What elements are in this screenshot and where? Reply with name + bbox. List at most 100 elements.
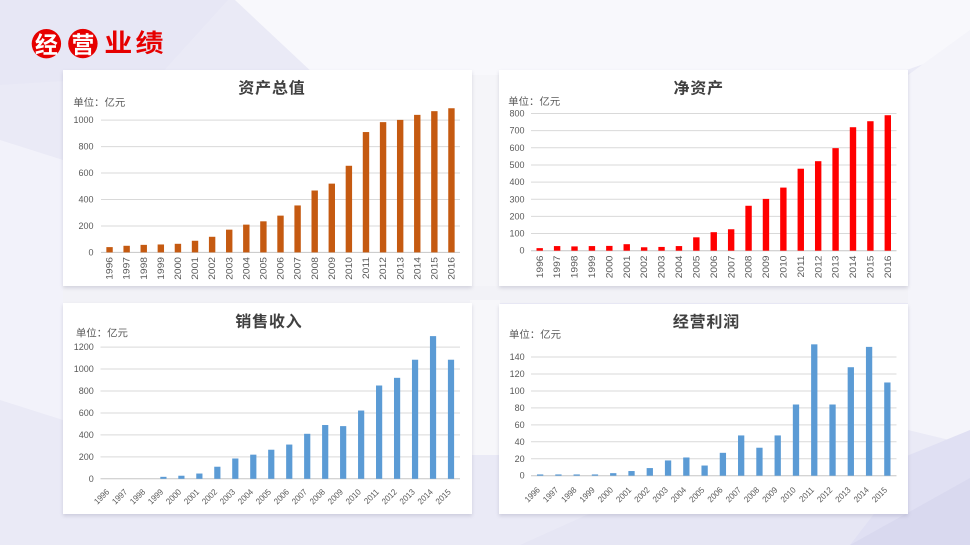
svg-text:2012: 2012 <box>379 257 389 280</box>
svg-text:2010: 2010 <box>779 256 789 279</box>
svg-text:40: 40 <box>515 437 525 447</box>
svg-text:2016: 2016 <box>883 256 893 279</box>
svg-text:200: 200 <box>79 452 94 462</box>
svg-text:1998: 1998 <box>139 257 149 280</box>
svg-text:600: 600 <box>509 143 524 153</box>
svg-text:800: 800 <box>509 109 524 119</box>
svg-text:100: 100 <box>510 386 525 396</box>
svg-text:0: 0 <box>89 474 94 484</box>
svg-text:1999: 1999 <box>588 256 598 279</box>
svg-text:100: 100 <box>509 229 524 239</box>
svg-text:0: 0 <box>519 246 524 256</box>
svg-text:1998: 1998 <box>570 256 580 279</box>
svg-text:2008: 2008 <box>310 257 320 280</box>
svg-text:2001: 2001 <box>614 485 633 504</box>
svg-text:2004: 2004 <box>236 487 255 506</box>
svg-text:2009: 2009 <box>761 485 780 504</box>
svg-text:400: 400 <box>79 430 94 440</box>
svg-text:20: 20 <box>515 454 525 464</box>
svg-text:1997: 1997 <box>541 485 560 504</box>
svg-text:1999: 1999 <box>156 257 166 280</box>
svg-text:2015: 2015 <box>434 487 453 506</box>
svg-text:700: 700 <box>509 126 524 136</box>
svg-text:1997: 1997 <box>110 487 129 506</box>
svg-text:1996: 1996 <box>535 256 545 279</box>
svg-text:1000: 1000 <box>73 115 93 125</box>
svg-text:500: 500 <box>509 160 524 170</box>
svg-text:200: 200 <box>509 211 524 221</box>
svg-text:2003: 2003 <box>225 257 235 280</box>
svg-text:400: 400 <box>78 195 93 205</box>
svg-text:2013: 2013 <box>396 257 406 280</box>
svg-text:2004: 2004 <box>675 255 685 278</box>
svg-text:300: 300 <box>509 194 524 204</box>
svg-text:2013: 2013 <box>398 487 417 506</box>
svg-text:2000: 2000 <box>596 485 615 504</box>
svg-text:2003: 2003 <box>651 485 670 504</box>
svg-text:80: 80 <box>515 403 525 413</box>
svg-text:2000: 2000 <box>164 487 183 506</box>
svg-text:2002: 2002 <box>208 257 218 280</box>
svg-text:2015: 2015 <box>870 485 889 504</box>
svg-text:2011: 2011 <box>362 487 381 506</box>
svg-text:2007: 2007 <box>290 487 309 506</box>
svg-text:2001: 2001 <box>191 257 201 280</box>
svg-text:2003: 2003 <box>657 256 667 279</box>
svg-text:2013: 2013 <box>834 485 853 504</box>
svg-text:1997: 1997 <box>553 256 563 279</box>
svg-text:2000: 2000 <box>605 256 615 279</box>
svg-text:2014: 2014 <box>413 256 423 279</box>
svg-text:2012: 2012 <box>814 256 824 279</box>
svg-text:2001: 2001 <box>182 487 201 506</box>
svg-text:2008: 2008 <box>308 487 327 506</box>
svg-text:2005: 2005 <box>254 487 273 506</box>
svg-text:120: 120 <box>510 369 525 379</box>
svg-text:2011: 2011 <box>796 256 806 278</box>
svg-text:1999: 1999 <box>578 485 597 504</box>
svg-text:2012: 2012 <box>815 485 834 504</box>
svg-text:2011: 2011 <box>798 485 817 504</box>
svg-text:1200: 1200 <box>74 342 94 352</box>
svg-text:2001: 2001 <box>622 256 632 279</box>
svg-text:2005: 2005 <box>692 256 702 279</box>
svg-text:2004: 2004 <box>669 485 688 504</box>
svg-text:140: 140 <box>510 352 525 362</box>
svg-text:0: 0 <box>88 247 93 257</box>
svg-text:2004: 2004 <box>242 256 252 279</box>
svg-text:2014: 2014 <box>416 487 435 506</box>
svg-text:1998: 1998 <box>128 487 147 506</box>
svg-text:2009: 2009 <box>327 257 337 280</box>
svg-text:2015: 2015 <box>430 257 440 280</box>
svg-text:2009: 2009 <box>326 487 345 506</box>
svg-text:2010: 2010 <box>779 485 798 504</box>
svg-text:2008: 2008 <box>742 485 761 504</box>
svg-text:1998: 1998 <box>560 485 579 504</box>
svg-text:2014: 2014 <box>849 255 859 278</box>
svg-text:2006: 2006 <box>272 487 291 506</box>
svg-text:600: 600 <box>79 408 94 418</box>
svg-text:2008: 2008 <box>744 256 754 279</box>
svg-text:800: 800 <box>79 386 94 396</box>
svg-text:800: 800 <box>78 142 93 152</box>
svg-text:2013: 2013 <box>831 256 841 279</box>
svg-text:60: 60 <box>515 420 525 430</box>
svg-text:2006: 2006 <box>706 485 725 504</box>
svg-text:600: 600 <box>78 168 93 178</box>
svg-text:2007: 2007 <box>293 257 303 280</box>
svg-text:1996: 1996 <box>92 487 111 506</box>
svg-text:2015: 2015 <box>866 256 876 279</box>
svg-text:2010: 2010 <box>344 487 363 506</box>
svg-text:2014: 2014 <box>852 485 871 504</box>
svg-text:2003: 2003 <box>218 487 237 506</box>
svg-text:1996: 1996 <box>105 257 115 280</box>
svg-text:2007: 2007 <box>724 485 743 504</box>
svg-text:1000: 1000 <box>74 364 94 374</box>
svg-text:2012: 2012 <box>380 487 399 506</box>
svg-text:400: 400 <box>509 177 524 187</box>
svg-text:0: 0 <box>520 471 525 481</box>
svg-text:2009: 2009 <box>762 256 772 279</box>
svg-text:2000: 2000 <box>174 257 184 280</box>
svg-text:2011: 2011 <box>362 257 372 279</box>
svg-text:2006: 2006 <box>709 256 719 279</box>
svg-text:2005: 2005 <box>687 485 706 504</box>
